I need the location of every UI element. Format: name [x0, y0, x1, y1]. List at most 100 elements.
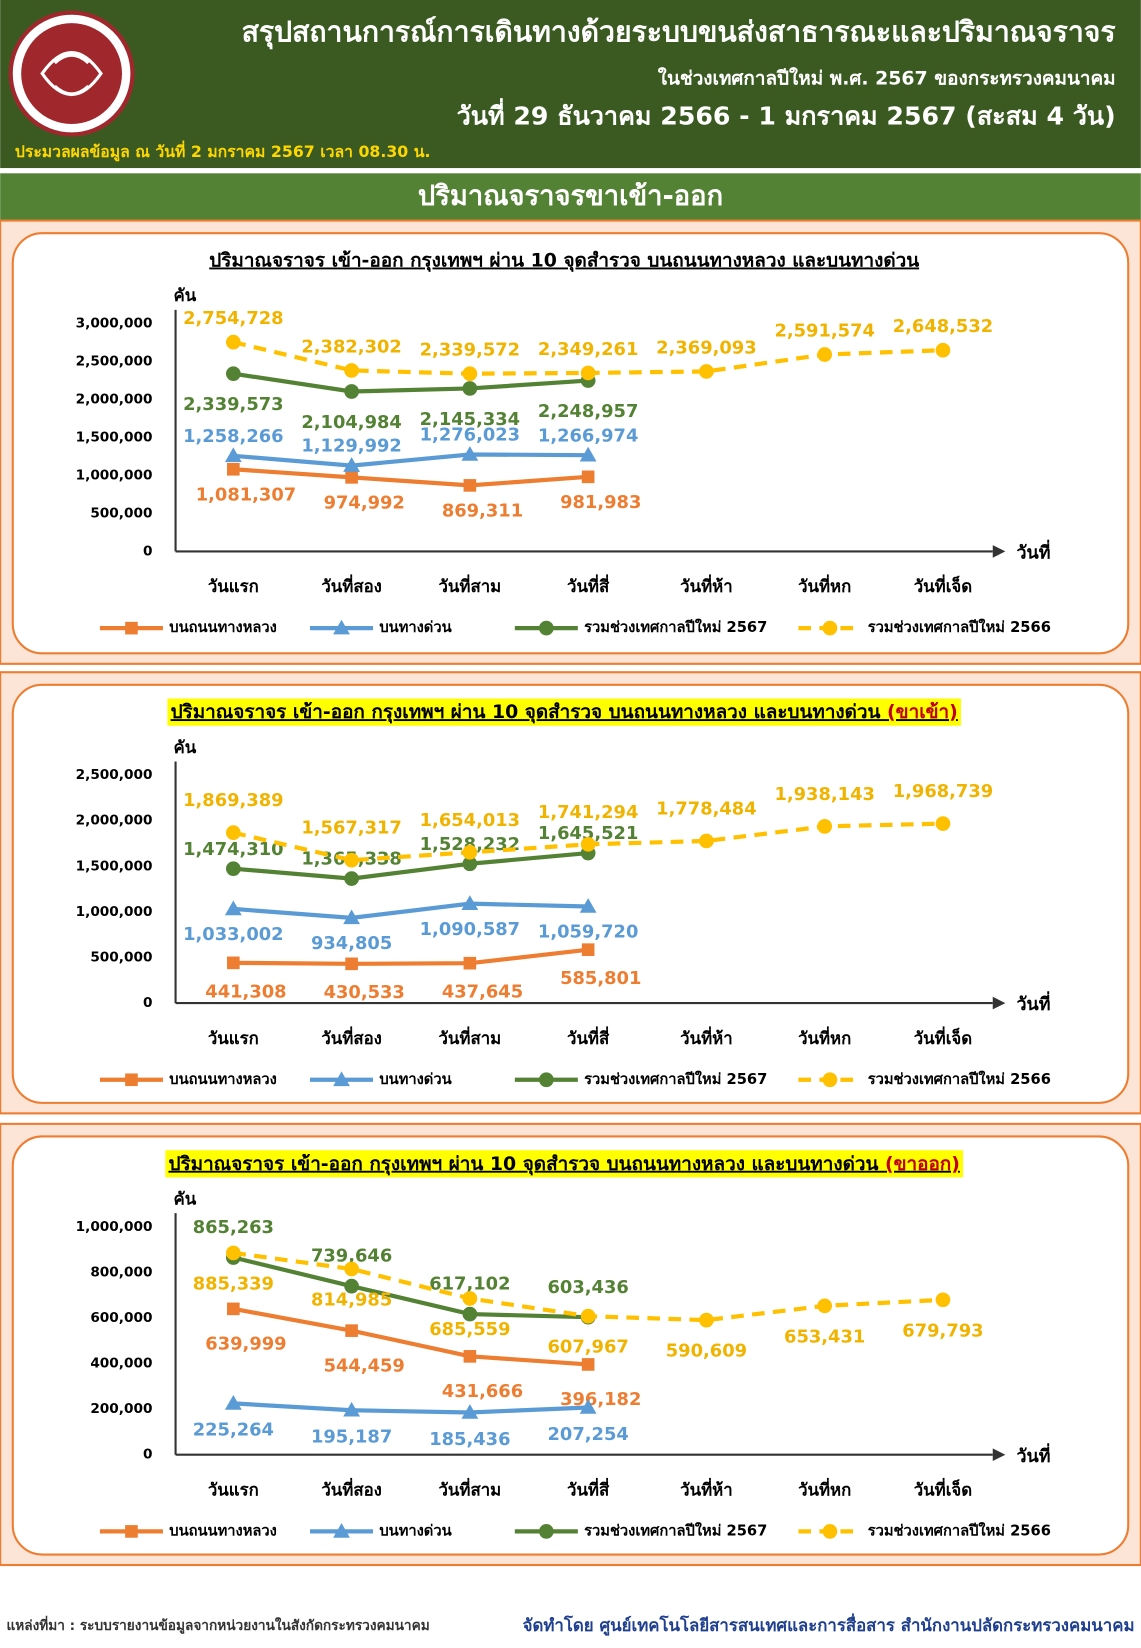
data-label: 430,533 [324, 982, 405, 1003]
data-label: 981,983 [560, 492, 641, 513]
data-point [935, 1292, 951, 1308]
title-highlight [167, 698, 961, 726]
data-label: 603,436 [548, 1277, 629, 1298]
data-point [227, 1302, 240, 1316]
x-tick-label: วันที่เจ็ด [914, 1026, 972, 1048]
data-point [227, 462, 240, 476]
data-label: 431,666 [442, 1381, 523, 1402]
y-tick-label: 600,000 [90, 1310, 152, 1326]
data-label: 1,741,294 [538, 802, 638, 823]
legend-label: รวมช่วงเทศกาลปีใหม่ 2566 [868, 1070, 1051, 1088]
data-point [461, 446, 479, 461]
x-axis-label: วันที่ [1017, 540, 1051, 564]
panel-card [11, 683, 1130, 1104]
x-tick-label: วันที่เจ็ด [914, 574, 972, 596]
data-point [225, 825, 241, 841]
data-label: 1,567,317 [301, 818, 401, 839]
chart-title-note: (ขาออก) [885, 1152, 960, 1174]
data-point [225, 334, 241, 350]
y-tick-label: 3,000,000 [76, 316, 153, 332]
x-axis-arrow [992, 996, 1006, 1010]
series-line [232, 1255, 589, 1320]
series-line [233, 371, 589, 394]
x-tick-label: วันที่หก [798, 574, 851, 596]
data-point [462, 1306, 478, 1322]
legend-marker [333, 1071, 350, 1087]
data-point [344, 871, 359, 886]
x-tick-label: วันที่สอง [321, 1477, 382, 1499]
x-axis-label: วันที่ [1017, 1443, 1051, 1467]
data-label: 1,968,739 [893, 781, 993, 802]
data-label: 607,967 [548, 1337, 629, 1358]
data-point [699, 364, 714, 379]
y-axis-label: คัน [173, 737, 196, 757]
x-tick-label: วันที่ห้า [680, 574, 733, 596]
y-tick-label: 800,000 [90, 1264, 152, 1280]
data-label: 974,992 [324, 493, 405, 514]
y-tick-label: 1,000,000 [76, 1219, 153, 1235]
data-label: 195,187 [311, 1427, 392, 1448]
legend-marker [538, 1072, 554, 1088]
data-point [935, 816, 951, 831]
x-tick-label: วันแรก [208, 576, 259, 596]
legend-marker [125, 1073, 138, 1087]
data-label: 2,648,532 [893, 316, 993, 337]
data-label: 2,339,573 [183, 394, 283, 415]
data-label: 934,805 [311, 933, 392, 954]
data-label: 685,559 [429, 1319, 510, 1340]
data-point [227, 956, 240, 970]
data-label: 653,431 [784, 1326, 865, 1347]
y-tick-label: 2,500,000 [76, 767, 153, 783]
legend-marker [125, 1525, 138, 1538]
x-tick-label: วันที่หก [798, 1026, 851, 1048]
header-band [0, 0, 1141, 169]
data-label: 1,266,974 [538, 425, 638, 446]
data-label: 1,645,521 [538, 823, 638, 844]
x-axis-arrow [992, 545, 1006, 558]
x-tick-label: วันแรก [208, 1479, 259, 1499]
y-tick-label: 2,000,000 [76, 813, 153, 829]
legend-marker [538, 620, 554, 636]
data-point [817, 1298, 833, 1314]
data-point [345, 1324, 358, 1337]
legend-label: รวมช่วงเทศกาลปีใหม่ 2567 [584, 1070, 767, 1088]
section-band [0, 173, 1141, 221]
x-tick-label: วันที่สาม [439, 1477, 502, 1499]
x-tick-label: วันแรก [208, 1028, 259, 1048]
y-tick-label: 200,000 [90, 1401, 152, 1417]
y-tick-label: 2,000,000 [76, 391, 153, 407]
panel-card [11, 232, 1130, 655]
data-label: 1,033,002 [183, 924, 283, 945]
x-axis-arrow [992, 1448, 1006, 1462]
data-label: 2,248,957 [538, 401, 638, 422]
legend-marker [538, 1524, 554, 1539]
y-tick-label: 500,000 [90, 505, 152, 521]
y-tick-label: 0 [143, 1447, 153, 1463]
series-line [233, 901, 589, 920]
data-point [461, 1404, 479, 1419]
header-date: วันที่ 29 ธันวาคม 2566 - 1 มกราคม 2567 (… [457, 98, 1116, 131]
data-label: 207,254 [548, 1424, 629, 1445]
legend-label: บนถนนทางหลวง [169, 1071, 277, 1088]
data-point [462, 844, 478, 860]
y-tick-label: 500,000 [90, 949, 152, 965]
data-label: 185,436 [429, 1429, 510, 1450]
data-label: 885,339 [193, 1273, 274, 1294]
footer-source: แหล่งที่มา : ระบบรายงานข้อมูลจากหน่วยงาน… [6, 1615, 429, 1634]
data-point [343, 1401, 361, 1417]
data-point [699, 833, 714, 849]
chart-title: ปริมาณจราจร เข้า-ออก กรุงเทพฯ ผ่าน 10 จุ… [209, 249, 919, 272]
data-point [579, 446, 597, 462]
logo [8, 10, 135, 137]
data-label: 1,778,484 [656, 798, 756, 819]
series-line [233, 947, 589, 966]
y-axis-label: คัน [173, 285, 196, 305]
legend-label: รวมช่วงเทศกาลปีใหม่ 2566 [868, 1521, 1051, 1539]
data-label: 225,264 [193, 1420, 274, 1441]
y-tick-label: 2,500,000 [76, 353, 153, 369]
data-label: 1,276,023 [420, 425, 520, 446]
x-tick-label: วันที่ห้า [680, 1026, 733, 1048]
x-tick-label: วันที่หก [798, 1477, 851, 1499]
series-line [233, 850, 589, 881]
